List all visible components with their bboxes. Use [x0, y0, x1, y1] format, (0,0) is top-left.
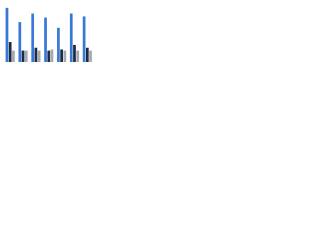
bar	[85, 47, 89, 62]
bar	[5, 7, 9, 63]
bar	[12, 50, 15, 62]
bar	[31, 13, 35, 63]
bar	[82, 16, 86, 62]
bar	[60, 49, 63, 62]
bar	[44, 17, 47, 62]
bar	[57, 27, 60, 62]
bar	[47, 50, 51, 62]
bar	[63, 50, 67, 62]
bar	[50, 49, 54, 62]
bar	[89, 50, 92, 62]
chart	[5, 7, 92, 63]
bar	[37, 50, 41, 62]
bar	[8, 42, 12, 62]
bar	[34, 47, 38, 62]
bar	[76, 50, 80, 62]
bar	[18, 22, 22, 63]
bar	[21, 50, 25, 62]
bar	[24, 50, 28, 62]
bar	[73, 44, 76, 62]
page: (() => { const data = JSON.parse(documen…	[0, 0, 320, 71]
bar	[69, 13, 73, 63]
